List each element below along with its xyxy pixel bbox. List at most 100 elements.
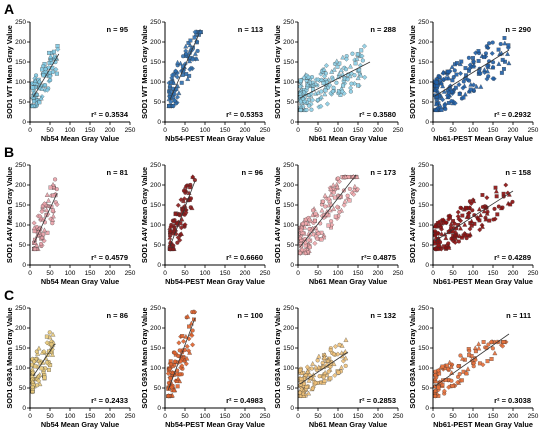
y-tick-label: 200 <box>418 39 429 46</box>
x-tick-label: 50 <box>314 127 322 134</box>
data-point <box>343 337 349 342</box>
data-point <box>321 199 326 204</box>
data-point <box>172 350 177 355</box>
scatter-panel-C3: 0 50 100 150 200 250 0 50 100 150 200 250 Nb61 Mean … <box>273 305 404 429</box>
x-tick-label: 100 <box>65 413 76 420</box>
x-tick-label: 0 <box>163 413 167 420</box>
x-tick-label: 0 <box>28 270 32 277</box>
n-count: n = 95 <box>107 25 128 34</box>
data-point <box>483 216 489 222</box>
data-point <box>432 372 438 378</box>
data-point <box>39 86 45 91</box>
y-axis-label: SOD1 WT Mean Gray Value <box>273 25 282 119</box>
data-point <box>313 364 319 370</box>
y-tick-label: 50 <box>287 385 295 392</box>
data-point <box>441 88 447 94</box>
x-axis-label: Nb61-PEST Mean Gray Value <box>433 134 533 143</box>
data-point <box>481 208 487 214</box>
y-tick-label: 100 <box>150 365 161 372</box>
data-point <box>297 235 303 240</box>
x-axis-label: Nb61 Mean Gray Value <box>309 134 387 143</box>
data-point <box>41 232 46 237</box>
data-point <box>501 340 506 344</box>
data-point <box>331 206 337 211</box>
data-point <box>443 235 449 241</box>
scatter-panel-A2: 0 50 100 150 200 250050100150200250Nb54-PEST … <box>140 19 271 143</box>
y-tick-label: 200 <box>418 182 429 189</box>
data-point <box>436 219 442 225</box>
x-tick-label: 150 <box>488 270 499 277</box>
data-point <box>301 393 307 398</box>
data-point <box>467 353 472 358</box>
x-axis-label: Nb54 Mean Gray Value <box>41 277 119 286</box>
scatter-panel-A3: 0 50 100 150 200 250 0 50 100 150 200 250 Nb61 Mean … <box>273 19 404 143</box>
data-point <box>184 343 190 349</box>
x-axis-label: Nb54-PEST Mean Gray Value <box>165 134 265 143</box>
y-tick-label: 50 <box>154 99 162 106</box>
data-point <box>186 40 191 45</box>
data-point <box>41 73 46 78</box>
x-tick-label: 50 <box>181 127 189 134</box>
data-point <box>321 66 327 72</box>
data-point <box>341 83 346 88</box>
data-point <box>456 364 461 369</box>
y-tick-label: 100 <box>418 365 429 372</box>
x-tick-label: 200 <box>105 270 116 277</box>
y-tick-label: 0 <box>157 405 161 412</box>
data-point <box>41 64 46 69</box>
data-point <box>457 92 462 97</box>
y-tick-label: 150 <box>418 345 429 352</box>
data-point <box>433 107 439 112</box>
data-point <box>170 369 176 375</box>
data-point <box>297 390 303 395</box>
data-point <box>167 228 173 234</box>
y-tick-label: 250 <box>418 19 429 26</box>
data-point <box>183 361 189 367</box>
data-point <box>190 328 195 333</box>
data-point <box>300 221 305 226</box>
data-point <box>440 69 446 75</box>
regression-line <box>299 174 357 248</box>
r-squared: r² = 0.6660 <box>226 253 263 262</box>
regression-line <box>167 317 196 391</box>
data-point <box>473 349 478 354</box>
x-tick-label: 50 <box>449 127 457 134</box>
data-point <box>169 384 175 390</box>
data-point <box>446 69 451 74</box>
data-point <box>359 48 364 53</box>
x-tick-label: 0 <box>431 413 435 420</box>
data-point <box>33 364 38 369</box>
regression-line <box>434 333 510 387</box>
x-tick-label: 200 <box>240 413 251 420</box>
x-tick-label: 200 <box>373 127 384 134</box>
data-point <box>446 384 452 390</box>
data-point <box>315 236 320 241</box>
data-point <box>449 378 454 383</box>
data-point <box>455 209 461 215</box>
y-tick-label: 200 <box>283 39 294 46</box>
data-point <box>452 221 457 226</box>
data-point <box>355 75 361 81</box>
data-point <box>298 78 303 83</box>
data-point <box>44 192 50 197</box>
data-point <box>443 106 448 112</box>
data-point <box>332 195 337 200</box>
r-squared: r²= 0.4875 <box>361 253 396 262</box>
data-point <box>44 207 50 213</box>
y-axis-label: SOD1 A4V Mean Gray Value <box>5 167 14 263</box>
data-point <box>51 49 56 54</box>
data-point <box>432 387 438 393</box>
data-point <box>310 386 315 391</box>
data-point <box>462 91 468 97</box>
y-axis-label: SOD1 G93A Mean Gray Value <box>140 307 149 408</box>
x-axis-label: Nb54 Mean Gray Value <box>41 134 119 143</box>
data-point <box>306 390 312 396</box>
data-point <box>500 57 505 62</box>
y-tick-label: 0 <box>22 262 26 269</box>
data-point <box>336 370 341 375</box>
x-tick-label: 200 <box>508 413 519 420</box>
x-tick-label: 50 <box>46 413 54 420</box>
data-point <box>327 82 333 88</box>
data-point <box>32 246 38 252</box>
data-point <box>442 103 447 108</box>
